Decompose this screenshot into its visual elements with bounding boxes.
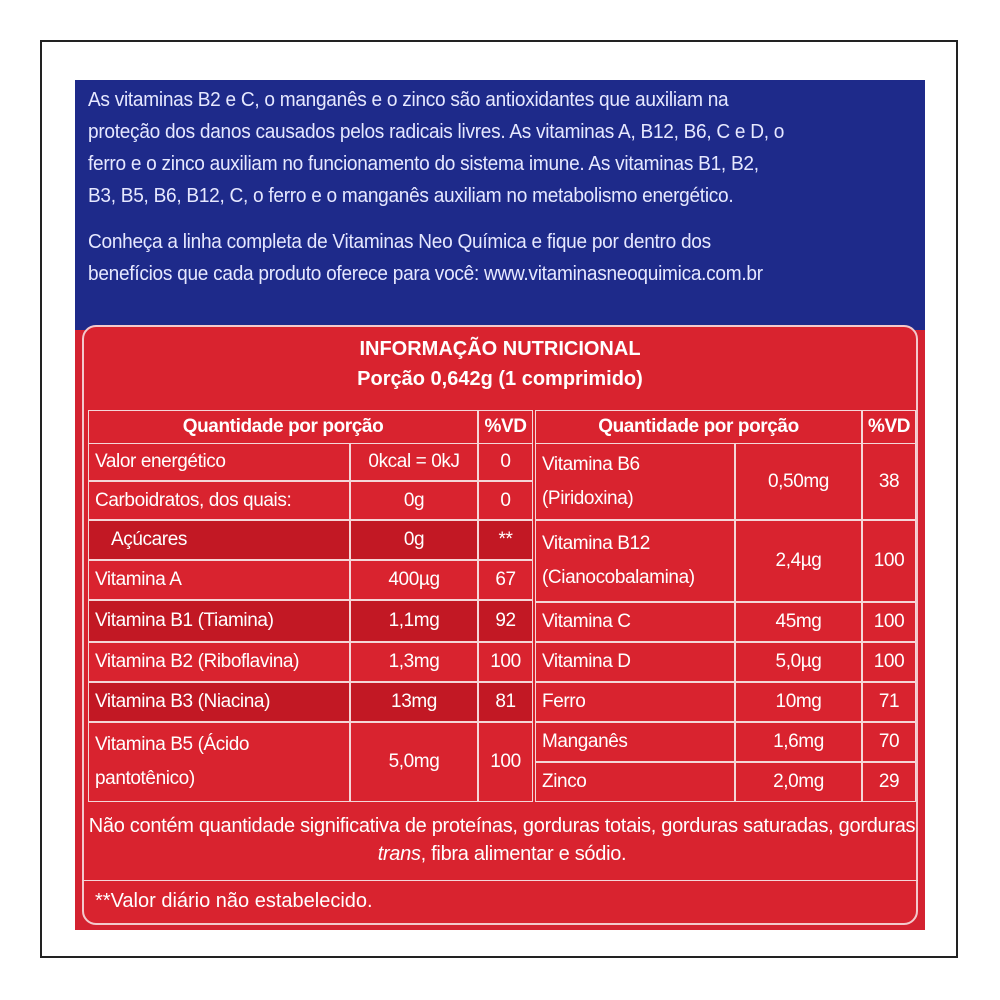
cell-line: Vitamina B5 (Ácido [95, 734, 250, 755]
nutrient-vd: 0 [478, 443, 533, 481]
nutrient-amount: 2,4µg [735, 520, 862, 602]
nutrient-vd: 100 [862, 520, 916, 602]
nutrient-amount: 13mg [350, 682, 478, 722]
nutrient-name: Vitamina D [535, 642, 735, 682]
nutrient-amount: 1,3mg [350, 642, 478, 682]
nutrient-name: Vitamina B2 (Riboflavina) [88, 642, 350, 682]
intro-line: proteção dos danos causados pelos radica… [88, 120, 785, 143]
nutrient-vd: 29 [862, 762, 916, 802]
footnote: Não contém quantidade significativa de p… [88, 812, 916, 868]
footnote-italic: trans [377, 843, 421, 865]
nutrient-amount: 1,1mg [350, 600, 478, 642]
nutrient-vd: 0 [478, 481, 533, 520]
nutrient-vd: 100 [862, 602, 916, 642]
table-title: INFORMAÇÃO NUTRICIONAL [359, 338, 641, 360]
nutrient-name: Vitamina A [88, 560, 350, 600]
nutrient-amount: 0g [350, 481, 478, 520]
nutrient-name: Vitamina B3 (Niacina) [88, 682, 350, 722]
nutrient-name: Açúcares [88, 520, 350, 560]
nutrient-amount: 10mg [735, 682, 862, 722]
column-header: Quantidade por porção [535, 410, 862, 444]
nutrient-name: Zinco [535, 762, 735, 802]
intro-line: As vitaminas B2 e C, o manganês e o zinc… [88, 88, 729, 111]
nutrient-vd: 100 [478, 722, 533, 802]
blue-band [75, 80, 925, 340]
intro-line: ferro e o zinco auxiliam no funcionament… [88, 152, 759, 175]
nutrient-amount: 400µg [350, 560, 478, 600]
cell-line: pantotênico) [95, 768, 195, 789]
cell-line: Vitamina B6 [542, 453, 640, 475]
nutrient-name: Valor energético [88, 443, 350, 481]
nutrient-amount: 0,50mg [735, 443, 862, 520]
cell-line: (Cianocobalamina) [542, 567, 695, 588]
intro-line: Conheça a linha completa de Vitaminas Ne… [88, 230, 711, 253]
nutrient-name: Manganês [535, 722, 735, 762]
divider [82, 880, 918, 881]
serving: Porção 0,642g (1 comprimido) [357, 368, 643, 390]
nutrient-amount: 5,0µg [735, 642, 862, 682]
column-header: %VD [862, 410, 916, 444]
nutrient-amount: 5,0mg [350, 722, 478, 802]
frame [40, 40, 958, 958]
cell-line: Vitamina B12 [542, 533, 650, 554]
intro-line: B3, B5, B6, B12, C, o ferro e o manganês… [88, 184, 734, 207]
nutrient-vd: 100 [478, 642, 533, 682]
nutrient-name: Vitamina B5 (Ácido pantotênico) [88, 722, 350, 802]
intro-line: benefícios que cada produto oferece para… [88, 262, 763, 285]
nutrient-name: Vitamina B1 (Tiamina) [88, 600, 350, 642]
nutrient-name: Ferro [535, 682, 735, 722]
nutrient-vd: 92 [478, 600, 533, 642]
cell-line: (Piridoxina) [542, 487, 634, 509]
nutrient-vd: 100 [862, 642, 916, 682]
column-header: %VD [478, 410, 533, 444]
nutrient-name: Vitamina C [535, 602, 735, 642]
nutrient-amount: 45mg [735, 602, 862, 642]
nutrient-amount: 0kcal = 0kJ [350, 443, 478, 481]
nutrient-name: Vitamina B6 (Piridoxina) [535, 443, 735, 520]
nutrient-amount: 2,0mg [735, 762, 862, 802]
nutrient-vd: 71 [862, 682, 916, 722]
nutrient-amount: 1,6mg [735, 722, 862, 762]
nutrient-name: Carboidratos, dos quais: [88, 481, 350, 520]
nutrient-vd: ** [478, 520, 533, 560]
nutrient-vd: 67 [478, 560, 533, 600]
column-header: Quantidade por porção [88, 410, 478, 444]
nutrient-vd: 38 [862, 443, 916, 520]
footnote-text: , fibra alimentar e sódio. [420, 843, 627, 865]
nutrient-amount: 0g [350, 520, 478, 560]
nutrient-vd: 70 [862, 722, 916, 762]
nutrient-vd: 81 [478, 682, 533, 722]
footnote-text: Não contém quantidade significativa de p… [88, 815, 916, 837]
note: **Valor diário não estabelecido. [95, 890, 373, 912]
nutrient-name: Vitamina B12 (Cianocobalamina) [535, 520, 735, 602]
